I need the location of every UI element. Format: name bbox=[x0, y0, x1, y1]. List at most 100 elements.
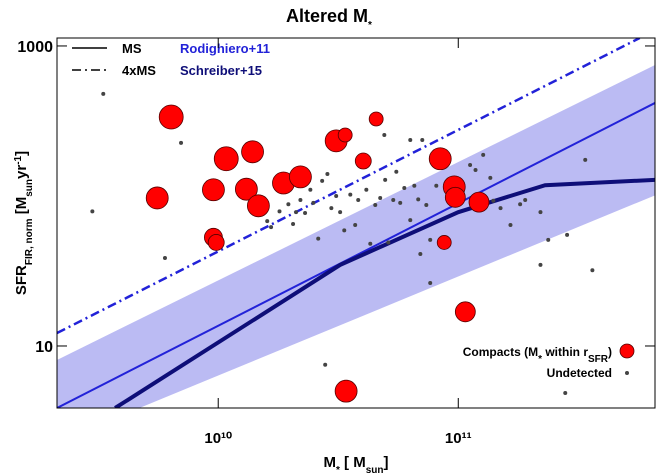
undetected-point bbox=[491, 198, 496, 203]
undetected-point bbox=[402, 186, 407, 191]
undetected-point bbox=[420, 138, 425, 143]
undetected-point bbox=[590, 268, 595, 273]
compact-point bbox=[428, 147, 452, 171]
undetected-point bbox=[325, 172, 330, 177]
undetected-point bbox=[565, 232, 570, 237]
undetected-point bbox=[342, 228, 347, 233]
x-tick-label: 10¹⁰ bbox=[204, 430, 232, 447]
x-axis-label-part: * bbox=[336, 465, 340, 474]
undetected-point bbox=[508, 223, 513, 228]
legend-label: MS bbox=[122, 41, 142, 56]
undetected-point bbox=[488, 175, 493, 180]
legend-label-part: Compacts (M bbox=[463, 345, 538, 359]
undetected-point bbox=[286, 202, 291, 207]
undetected-point bbox=[416, 197, 421, 202]
compact-point bbox=[354, 152, 372, 170]
undetected-point bbox=[101, 91, 106, 96]
undetected-point bbox=[523, 198, 528, 203]
undetected-point bbox=[291, 222, 296, 227]
undetected-point bbox=[481, 152, 486, 157]
legend-label: Compacts (M* within rSFR) bbox=[463, 345, 612, 365]
legend-label: Rodighiero+11 bbox=[180, 41, 270, 56]
undetected-point bbox=[408, 138, 413, 143]
plot-frame bbox=[56, 37, 656, 409]
undetected-point bbox=[368, 241, 373, 246]
x-axis-label-part: [ M bbox=[340, 454, 366, 471]
undetected-point bbox=[498, 206, 503, 211]
undetected-point bbox=[162, 255, 167, 260]
undetected-point bbox=[386, 240, 391, 245]
undetected-point bbox=[353, 223, 358, 228]
compact-point bbox=[454, 301, 476, 323]
legend-label: 4xMS bbox=[122, 63, 156, 78]
undetected-point bbox=[583, 157, 588, 162]
ms-scatter-band bbox=[57, 64, 655, 408]
y-tick-label: 1000 bbox=[17, 39, 53, 56]
undetected-point bbox=[294, 210, 299, 215]
undetected-point bbox=[473, 167, 478, 172]
y-axis-label-part: ] bbox=[13, 151, 30, 156]
y-axis-label-part: -1 bbox=[13, 155, 24, 164]
compact-point bbox=[202, 178, 225, 202]
undetected-point bbox=[538, 262, 543, 267]
undetected-point bbox=[90, 209, 95, 214]
compact-point bbox=[334, 379, 358, 403]
undetected-point bbox=[320, 178, 325, 183]
undetected-point bbox=[394, 169, 399, 174]
x-tick-label: 10¹¹ bbox=[445, 430, 472, 447]
y-axis-label-part: SFR bbox=[13, 265, 30, 295]
compact-point bbox=[234, 177, 258, 201]
legend-label-part: * bbox=[538, 354, 542, 365]
compact-point bbox=[368, 111, 384, 127]
undetected-point bbox=[518, 202, 523, 207]
plot-area bbox=[57, 38, 655, 408]
undetected-point bbox=[316, 236, 321, 241]
undetected-point bbox=[434, 183, 439, 188]
legend-label: Undetected bbox=[547, 366, 612, 380]
chart-title: Altered M* bbox=[286, 6, 372, 31]
compact-point bbox=[289, 165, 312, 189]
x-axis-label: M* [ Msun] bbox=[323, 454, 388, 474]
y-axis-label-part: sun bbox=[24, 179, 35, 197]
undetected-point bbox=[269, 225, 274, 230]
compact-point bbox=[337, 127, 353, 143]
undetected-point bbox=[308, 187, 313, 192]
undetected-point bbox=[298, 198, 303, 203]
x-axis-label-part: sun bbox=[366, 465, 384, 474]
legend-label-part: ) bbox=[608, 345, 612, 359]
chart-title-part: Altered M bbox=[286, 6, 368, 26]
ms-line bbox=[57, 102, 655, 408]
undetected-point bbox=[383, 177, 388, 182]
compact-point bbox=[246, 194, 270, 218]
legend-marker bbox=[625, 371, 629, 375]
legend-marker bbox=[619, 343, 635, 359]
undetected-point bbox=[373, 203, 378, 208]
compact-point bbox=[158, 104, 184, 130]
y-axis-label-part: FIR, norm bbox=[24, 218, 35, 265]
curve-line bbox=[114, 177, 655, 408]
undetected-point bbox=[311, 200, 316, 205]
undetected-point bbox=[428, 237, 433, 242]
undetected-point bbox=[382, 132, 387, 137]
y-axis-label-part: yr bbox=[13, 165, 30, 179]
legend-label-part: SFR bbox=[588, 354, 609, 365]
compact-point bbox=[207, 234, 225, 251]
compact-point bbox=[213, 146, 239, 172]
legend-label: Schreiber+15 bbox=[180, 63, 262, 78]
y-tick-label: 10 bbox=[35, 339, 53, 356]
ms4-line bbox=[57, 38, 641, 335]
undetected-point bbox=[378, 195, 383, 200]
legend-label-part: within r bbox=[542, 345, 588, 359]
undetected-point bbox=[265, 219, 270, 224]
undetected-point bbox=[334, 193, 339, 198]
undetected-point bbox=[546, 237, 551, 242]
undetected-point bbox=[277, 209, 282, 214]
undetected-point bbox=[364, 187, 369, 192]
chart-title-part: * bbox=[368, 20, 372, 31]
undetected-point bbox=[428, 280, 433, 285]
undetected-point bbox=[348, 192, 353, 197]
undetected-point bbox=[391, 198, 396, 203]
undetected-point bbox=[418, 252, 423, 257]
undetected-point bbox=[408, 218, 413, 223]
